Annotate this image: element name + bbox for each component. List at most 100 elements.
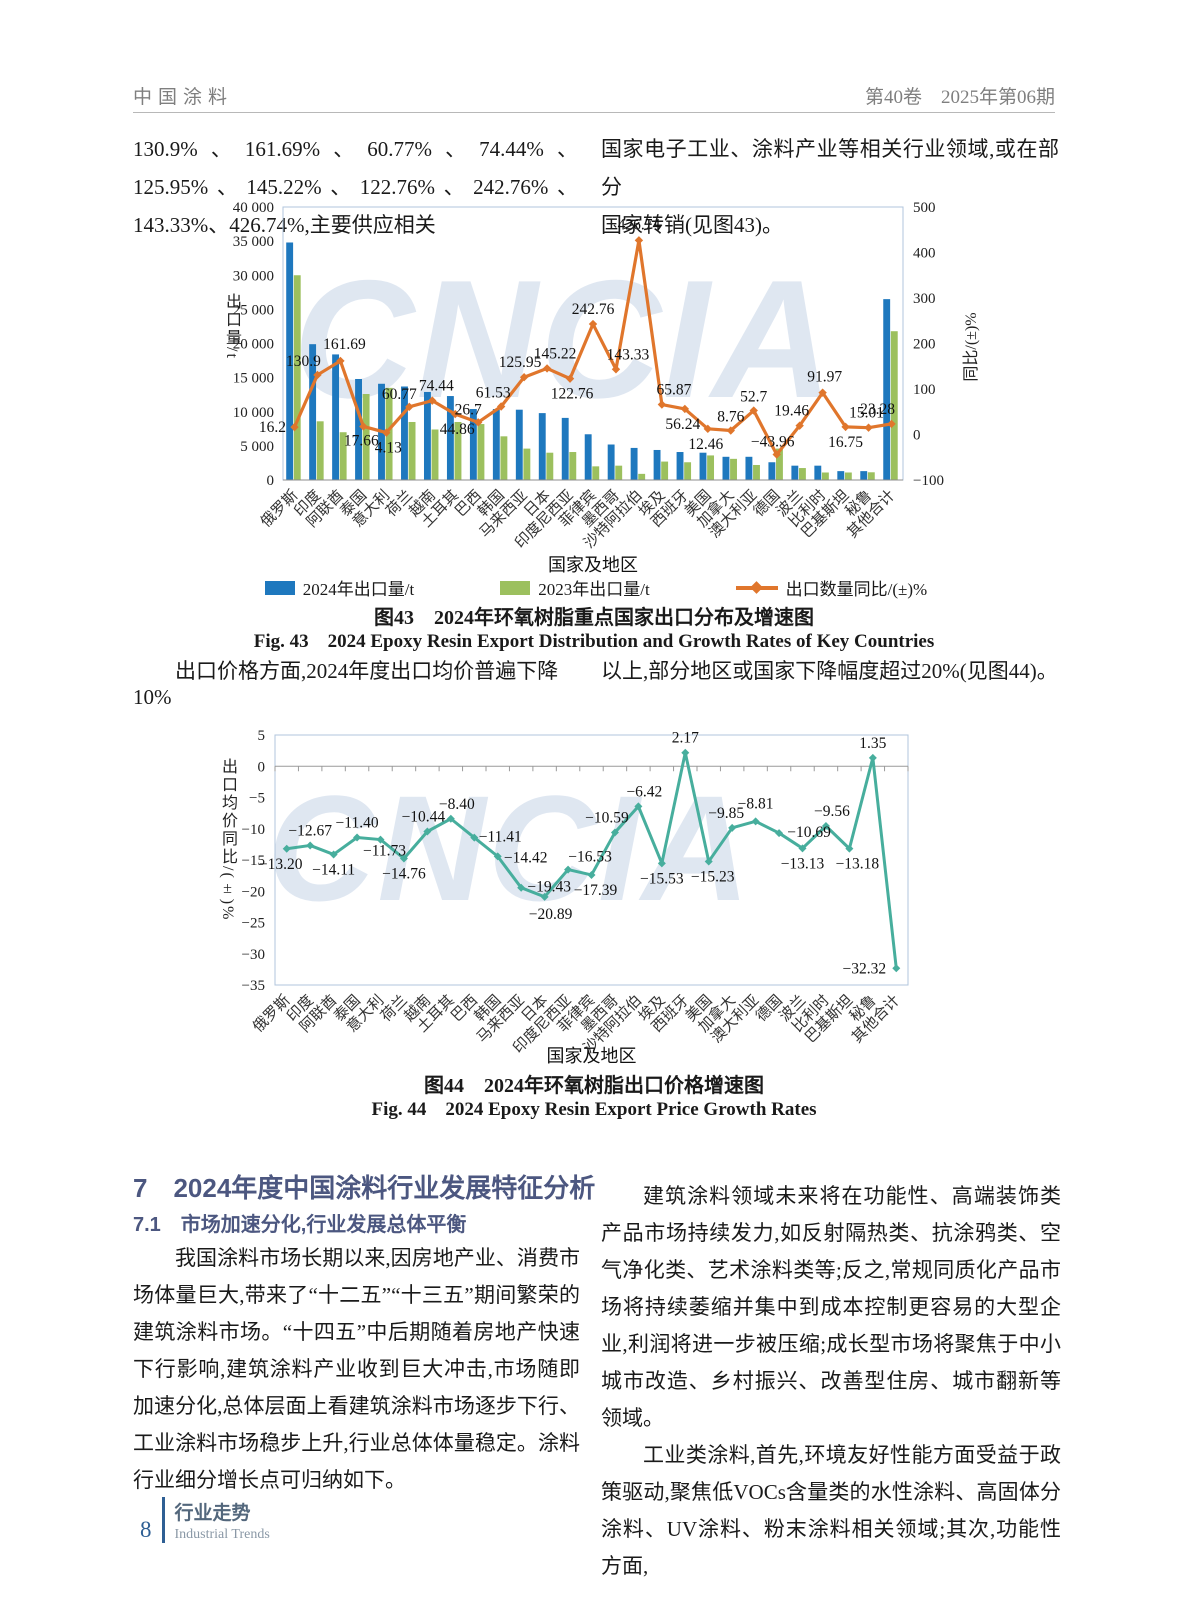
line-marker: [841, 422, 850, 432]
y-tick: 0: [258, 759, 266, 775]
paragraph: 建筑涂料领域未来将在功能性、高端装饰类产品市场持续发力,如反射隔热类、抗涂鸦类、…: [601, 1184, 1061, 1430]
bar-2024: [630, 447, 638, 480]
bar-2024: [860, 471, 868, 480]
data-label: 161.69: [323, 336, 366, 353]
data-label: 143.33: [607, 346, 650, 363]
bar-2023: [638, 473, 646, 480]
subsection-heading: 7.1 市场加速分化,行业发展总体平衡: [133, 1214, 467, 1236]
line-marker: [818, 388, 827, 397]
fig44-caption-zh: 图44 2024年环氧树脂出口价格增速图: [424, 1075, 764, 1097]
paragraph: 我国涂料市场长期以来,因房地产业、消费市场体量巨大,带来了“十二五”“十三五”期…: [133, 1246, 580, 1492]
data-label: −6.42: [626, 783, 662, 800]
footer-column-en: Industrial Trends: [174, 1526, 270, 1542]
y-tick-right: 0: [913, 428, 921, 444]
data-label: 61.53: [476, 385, 511, 402]
data-label: −11.73: [363, 843, 406, 860]
bar-2024: [401, 386, 408, 480]
bar-2024: [332, 354, 340, 480]
line-marker: [821, 822, 830, 830]
bar-2023: [546, 452, 554, 480]
y-tick: −15: [242, 853, 265, 869]
fig43-caption-zh: 图43 2024年环氧树脂重点国家出口分布及增速图: [374, 607, 814, 629]
bar-2023: [569, 452, 577, 480]
y-tick-left: 5 000: [240, 439, 274, 455]
data-label: −20.89: [529, 906, 573, 923]
bar-2024: [423, 391, 431, 480]
fig44-caption-en: Fig. 44 2024 Epoxy Resin Export Price Gr…: [371, 1099, 817, 1120]
bar-2023: [867, 472, 875, 480]
line-marker: [892, 964, 901, 973]
footer-divider: [161, 1497, 165, 1543]
data-label: −14.11: [312, 861, 355, 878]
page-number: 8: [140, 1517, 152, 1542]
data-label: −32.32: [842, 960, 886, 977]
y-tick-left: 15 000: [233, 371, 274, 387]
data-label: 8.76: [717, 409, 744, 426]
header-issue-info: 第40卷 2025年第06期: [864, 87, 1055, 108]
bar-2024: [561, 417, 569, 480]
mid-text-left: 出口价格方面,2024年度出口均价普遍下降10%: [133, 659, 559, 709]
y-tick: −25: [242, 916, 265, 932]
y-tick-right: 200: [913, 337, 936, 353]
fig43-bars: [286, 242, 898, 480]
bar-2023: [523, 448, 531, 480]
line-marker: [795, 421, 804, 430]
line-marker: [634, 802, 643, 811]
data-label: 12.46: [688, 436, 723, 453]
figure-44-chart: CNCIA 出口均价同比/(±)% 5 0 −5 −10 −15 −20 −25 −30 −35…: [215, 700, 977, 1066]
data-label: 145.22: [534, 345, 577, 362]
line-marker: [359, 422, 368, 431]
data-label: −8.40: [439, 796, 475, 813]
line-marker: [728, 823, 737, 832]
header-rule: [133, 112, 1055, 113]
bar-2024: [492, 409, 500, 480]
line-marker: [749, 406, 758, 415]
line-marker: [405, 402, 414, 412]
y-tick: −5: [249, 791, 265, 807]
data-label: −19.43: [527, 879, 571, 896]
header-journal-title: 中国涂料: [133, 87, 234, 108]
bar-2023: [316, 421, 324, 480]
data-label: 16.2: [259, 419, 286, 436]
data-label: 26.7: [455, 401, 482, 418]
y-tick-left: 40 000: [233, 200, 274, 216]
bar-2024: [286, 242, 294, 480]
y-tick: −20: [242, 884, 265, 900]
line-marker: [353, 833, 362, 842]
data-label: 56.24: [665, 416, 700, 433]
y-tick: −10: [242, 822, 265, 838]
footer-column-zh: 行业走势: [174, 1502, 251, 1524]
fig44-x-axis-title: 国家及地区: [546, 1046, 637, 1066]
bar-2024: [515, 409, 523, 480]
fig43-category-labels: 俄罗斯印度阿联酋泰国意大利荷兰越南土耳其巴西韩国马来西亚日本印度尼西亚菲律宾墨西…: [257, 486, 898, 552]
bar-2023: [408, 421, 416, 480]
y-tick-left: 35 000: [233, 234, 274, 250]
bar-2023: [293, 275, 301, 480]
fig44-data-labels: −13.20 −12.67 −14.11 −11.40 −11.73 −14.76 −10.…: [259, 730, 887, 978]
y-tick-right: 500: [913, 200, 936, 216]
data-label: 16.75: [828, 434, 863, 451]
line-marker: [446, 814, 455, 823]
line-marker: [681, 748, 690, 757]
bar-2024: [722, 456, 730, 480]
y-tick-left: 25 000: [233, 302, 274, 318]
bar-2024: [814, 465, 822, 480]
page-footer: 8 行业走势 Industrial Trends: [140, 1497, 270, 1543]
data-label: 130.9: [286, 353, 321, 370]
y-tick-left: 10 000: [233, 405, 274, 421]
footer-column-title: 行业走势 Industrial Trends: [175, 1498, 270, 1543]
bar-2024: [653, 449, 661, 480]
y-tick-right: 100: [913, 382, 936, 398]
mid-text-right: 以上,部分地区或国家下降幅度超过20%(见图44)。: [601, 659, 1058, 683]
bar-2024: [791, 465, 799, 480]
line-marker: [610, 828, 619, 837]
line-marker: [587, 870, 596, 879]
legend-label-2024: 2024年出口量/t: [302, 580, 415, 599]
bar-2023: [431, 429, 439, 480]
bar-2023: [730, 458, 737, 480]
data-label: 23.28: [860, 401, 895, 418]
line-marker: [423, 827, 432, 836]
bar-2023: [798, 468, 806, 480]
